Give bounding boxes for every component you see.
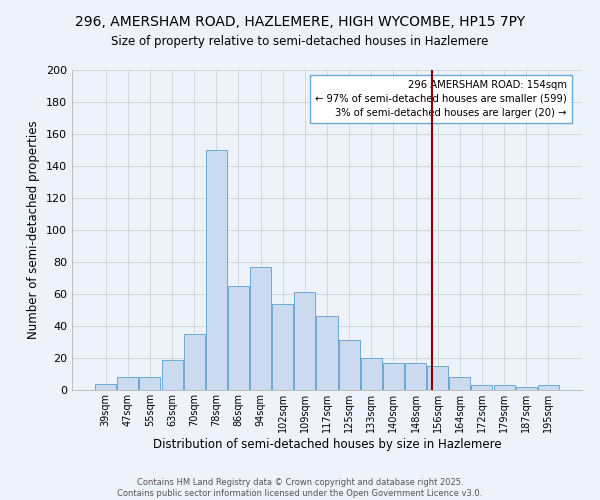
Bar xyxy=(228,286,249,390)
Text: 296, AMERSHAM ROAD, HAZLEMERE, HIGH WYCOMBE, HP15 7PY: 296, AMERSHAM ROAD, HAZLEMERE, HIGH WYCO… xyxy=(75,15,525,29)
Bar xyxy=(427,366,448,390)
Bar xyxy=(383,363,404,390)
Bar xyxy=(118,377,139,390)
Bar xyxy=(538,385,559,390)
Bar xyxy=(472,385,493,390)
Bar xyxy=(361,358,382,390)
X-axis label: Distribution of semi-detached houses by size in Hazlemere: Distribution of semi-detached houses by … xyxy=(152,438,502,450)
Bar xyxy=(338,340,359,390)
Bar xyxy=(250,267,271,390)
Bar xyxy=(494,385,515,390)
Bar xyxy=(161,360,182,390)
Text: 296 AMERSHAM ROAD: 154sqm
← 97% of semi-detached houses are smaller (599)
3% of : 296 AMERSHAM ROAD: 154sqm ← 97% of semi-… xyxy=(315,80,567,118)
Bar xyxy=(272,304,293,390)
Bar xyxy=(95,384,116,390)
Bar xyxy=(405,363,426,390)
Text: Size of property relative to semi-detached houses in Hazlemere: Size of property relative to semi-detach… xyxy=(112,35,488,48)
Bar xyxy=(184,334,205,390)
Y-axis label: Number of semi-detached properties: Number of semi-detached properties xyxy=(28,120,40,340)
Text: Contains HM Land Registry data © Crown copyright and database right 2025.
Contai: Contains HM Land Registry data © Crown c… xyxy=(118,478,482,498)
Bar xyxy=(515,387,536,390)
Bar xyxy=(449,377,470,390)
Bar xyxy=(316,316,338,390)
Bar xyxy=(139,377,160,390)
Bar xyxy=(206,150,227,390)
Bar xyxy=(295,292,316,390)
